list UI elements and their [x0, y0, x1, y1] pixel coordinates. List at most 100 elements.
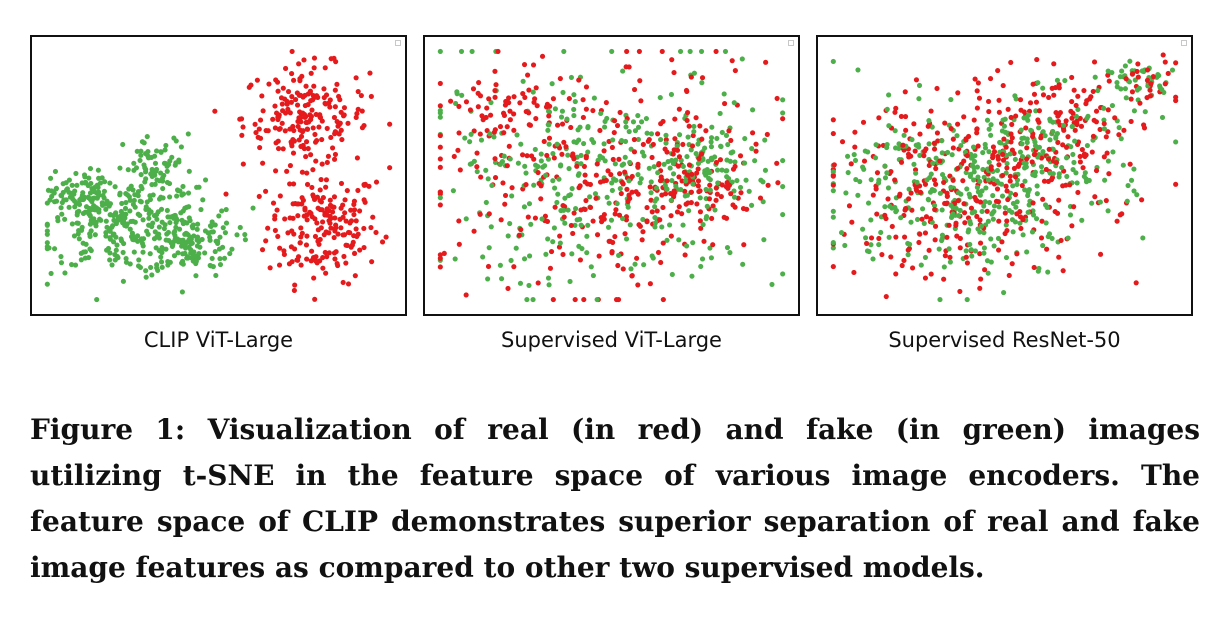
point-fake: [971, 165, 977, 171]
point-real: [615, 262, 621, 269]
point-real: [437, 252, 443, 258]
point-fake: [219, 208, 225, 214]
point-fake: [949, 152, 955, 158]
point-real: [571, 210, 577, 216]
point-fake: [939, 150, 945, 156]
point-real: [977, 240, 984, 246]
point-real: [331, 156, 338, 162]
point-real: [1005, 106, 1011, 112]
point-fake: [722, 48, 729, 54]
point-fake: [652, 198, 658, 204]
point-real: [893, 105, 899, 111]
point-real: [1063, 144, 1070, 150]
point-fake: [668, 91, 675, 98]
point-fake: [972, 153, 978, 159]
point-fake: [1024, 139, 1030, 146]
point-real: [301, 213, 307, 219]
point-real: [310, 125, 316, 131]
point-real: [533, 85, 539, 91]
point-real: [518, 227, 524, 233]
point-fake: [947, 259, 953, 265]
point-real: [1105, 107, 1111, 113]
point-real: [622, 231, 628, 237]
point-fake: [559, 108, 565, 114]
point-real: [697, 218, 703, 224]
point-real: [686, 162, 693, 168]
point-fake: [142, 179, 148, 185]
point-fake: [698, 48, 705, 54]
point-real: [355, 106, 361, 112]
point-fake: [623, 119, 629, 125]
point-fake: [635, 124, 642, 130]
point-real: [291, 231, 297, 237]
point-real: [868, 235, 875, 241]
point-real: [263, 127, 269, 134]
point-real: [1055, 139, 1061, 145]
point-fake: [530, 297, 536, 303]
point-fake: [653, 185, 660, 191]
point-real: [931, 177, 938, 183]
point-fake: [514, 132, 520, 138]
point-fake: [639, 119, 645, 125]
point-real: [284, 168, 290, 174]
point-real: [640, 141, 646, 148]
point-real: [667, 190, 674, 197]
point-real: [713, 197, 719, 203]
point-fake: [641, 262, 647, 268]
point-fake: [985, 218, 991, 224]
point-real: [645, 138, 651, 144]
point-real: [1038, 135, 1044, 141]
point-fake: [62, 270, 68, 276]
point-fake: [1044, 204, 1050, 211]
point-real: [316, 124, 322, 130]
point-fake: [138, 199, 144, 205]
point-fake: [643, 116, 649, 122]
point-real: [917, 231, 923, 237]
point-fake: [646, 165, 652, 171]
point-fake: [708, 139, 714, 145]
point-real: [1049, 175, 1056, 181]
point-fake: [148, 154, 154, 161]
point-fake: [154, 216, 160, 222]
point-fake: [136, 257, 142, 263]
point-fake: [551, 225, 557, 231]
point-real: [972, 76, 978, 82]
point-fake: [194, 243, 200, 249]
point-real: [298, 133, 305, 140]
point-real: [893, 271, 899, 277]
point-fake: [669, 157, 675, 163]
point-fake: [990, 176, 996, 182]
point-real: [535, 280, 541, 286]
point-fake: [967, 221, 974, 227]
point-real: [659, 192, 665, 198]
point-real: [713, 159, 720, 165]
point-real: [296, 61, 302, 67]
point-real: [774, 95, 780, 101]
point-real: [913, 187, 920, 193]
point-fake: [535, 163, 541, 170]
panel-corner-marker: [1181, 40, 1187, 46]
point-fake: [74, 210, 80, 216]
point-real: [1133, 280, 1139, 286]
point-real: [525, 214, 531, 220]
point-real: [1009, 121, 1015, 128]
point-real: [750, 130, 756, 136]
point-fake: [986, 126, 992, 132]
point-real: [948, 126, 954, 132]
point-real: [723, 215, 730, 221]
point-real: [688, 189, 695, 195]
point-real: [1075, 93, 1081, 99]
point-real: [437, 164, 443, 170]
point-real: [975, 143, 981, 149]
point-fake: [953, 205, 959, 211]
point-fake: [148, 264, 154, 271]
point-fake: [172, 162, 178, 168]
point-fake: [984, 117, 991, 123]
point-fake: [59, 199, 65, 206]
point-real: [901, 257, 907, 264]
point-real: [1003, 183, 1009, 189]
point-real: [474, 150, 480, 156]
point-fake: [1063, 155, 1070, 161]
point-fake: [543, 172, 549, 178]
point-real: [923, 214, 930, 220]
